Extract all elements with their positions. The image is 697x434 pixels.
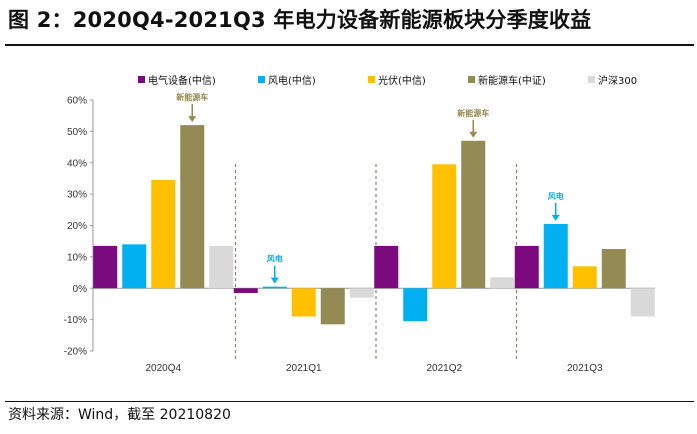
bar bbox=[543, 223, 568, 289]
legend-swatch bbox=[138, 76, 145, 83]
x-category-label: 2021Q1 bbox=[286, 363, 322, 374]
legend-item: 风电(中信) bbox=[258, 72, 316, 87]
annotation-label: 风电 bbox=[548, 191, 564, 201]
legend-item: 光伏(中信) bbox=[368, 72, 426, 87]
annotation-arrowhead bbox=[551, 214, 560, 221]
annotation-label: 新能源车 bbox=[176, 92, 208, 102]
y-tick-label: 10% bbox=[67, 252, 87, 263]
legend-swatch bbox=[468, 76, 475, 83]
y-tick-label: 0% bbox=[73, 284, 88, 295]
annotation-arrowhead bbox=[469, 131, 478, 138]
bar bbox=[93, 245, 118, 289]
y-tick-label: 60% bbox=[67, 96, 87, 107]
y-tick-label: -20% bbox=[64, 347, 87, 358]
bar bbox=[262, 286, 287, 289]
bar bbox=[514, 245, 539, 289]
x-category-label: 2021Q2 bbox=[426, 363, 462, 374]
bar bbox=[180, 125, 205, 289]
bar bbox=[374, 245, 399, 289]
legend-label: 电气设备(中信) bbox=[148, 76, 216, 87]
bar bbox=[349, 288, 374, 298]
y-tick-label: 40% bbox=[67, 158, 87, 169]
source-divider bbox=[5, 401, 694, 402]
chart-title: 图 2：2020Q4-2021Q3 年电力设备新能源板块分季度收益 bbox=[8, 8, 592, 32]
x-category-label: 2021Q3 bbox=[567, 363, 603, 374]
bar bbox=[572, 266, 597, 289]
bar bbox=[320, 288, 345, 325]
legend-swatch bbox=[258, 76, 265, 83]
title-divider bbox=[5, 44, 694, 46]
bar bbox=[601, 249, 626, 289]
bar bbox=[432, 164, 457, 289]
legend-item: 电气设备(中信) bbox=[138, 72, 216, 87]
x-category-label: 2020Q4 bbox=[145, 363, 181, 374]
bar bbox=[151, 180, 176, 289]
legend-item: 沪深300 bbox=[588, 72, 637, 87]
annotation-arrowhead bbox=[188, 116, 197, 123]
bar bbox=[209, 245, 234, 289]
legend-swatch bbox=[368, 76, 375, 83]
y-tick-label: 20% bbox=[67, 221, 87, 232]
source-note: 资料来源：Wind，截至 20210820 bbox=[8, 407, 231, 423]
annotation-label: 风电 bbox=[267, 254, 283, 264]
annotation-arrowhead bbox=[270, 277, 279, 284]
legend-label: 新能源车(中证) bbox=[478, 76, 546, 87]
y-tick-label: 50% bbox=[67, 127, 87, 138]
bar bbox=[461, 140, 486, 289]
bar bbox=[122, 244, 147, 289]
bar bbox=[233, 288, 258, 293]
annotation-label: 新能源车 bbox=[457, 108, 489, 118]
legend-label: 光伏(中信) bbox=[378, 76, 426, 87]
legend-label: 风电(中信) bbox=[268, 76, 316, 87]
y-tick-label: -10% bbox=[64, 315, 87, 326]
legend-swatch bbox=[588, 76, 595, 83]
y-tick-label: 30% bbox=[67, 190, 87, 201]
legend-item: 新能源车(中证) bbox=[468, 72, 546, 87]
legend-label: 沪深300 bbox=[598, 76, 638, 87]
bar bbox=[403, 288, 428, 322]
bar bbox=[490, 277, 515, 289]
bar bbox=[291, 288, 316, 317]
bar bbox=[630, 288, 655, 317]
